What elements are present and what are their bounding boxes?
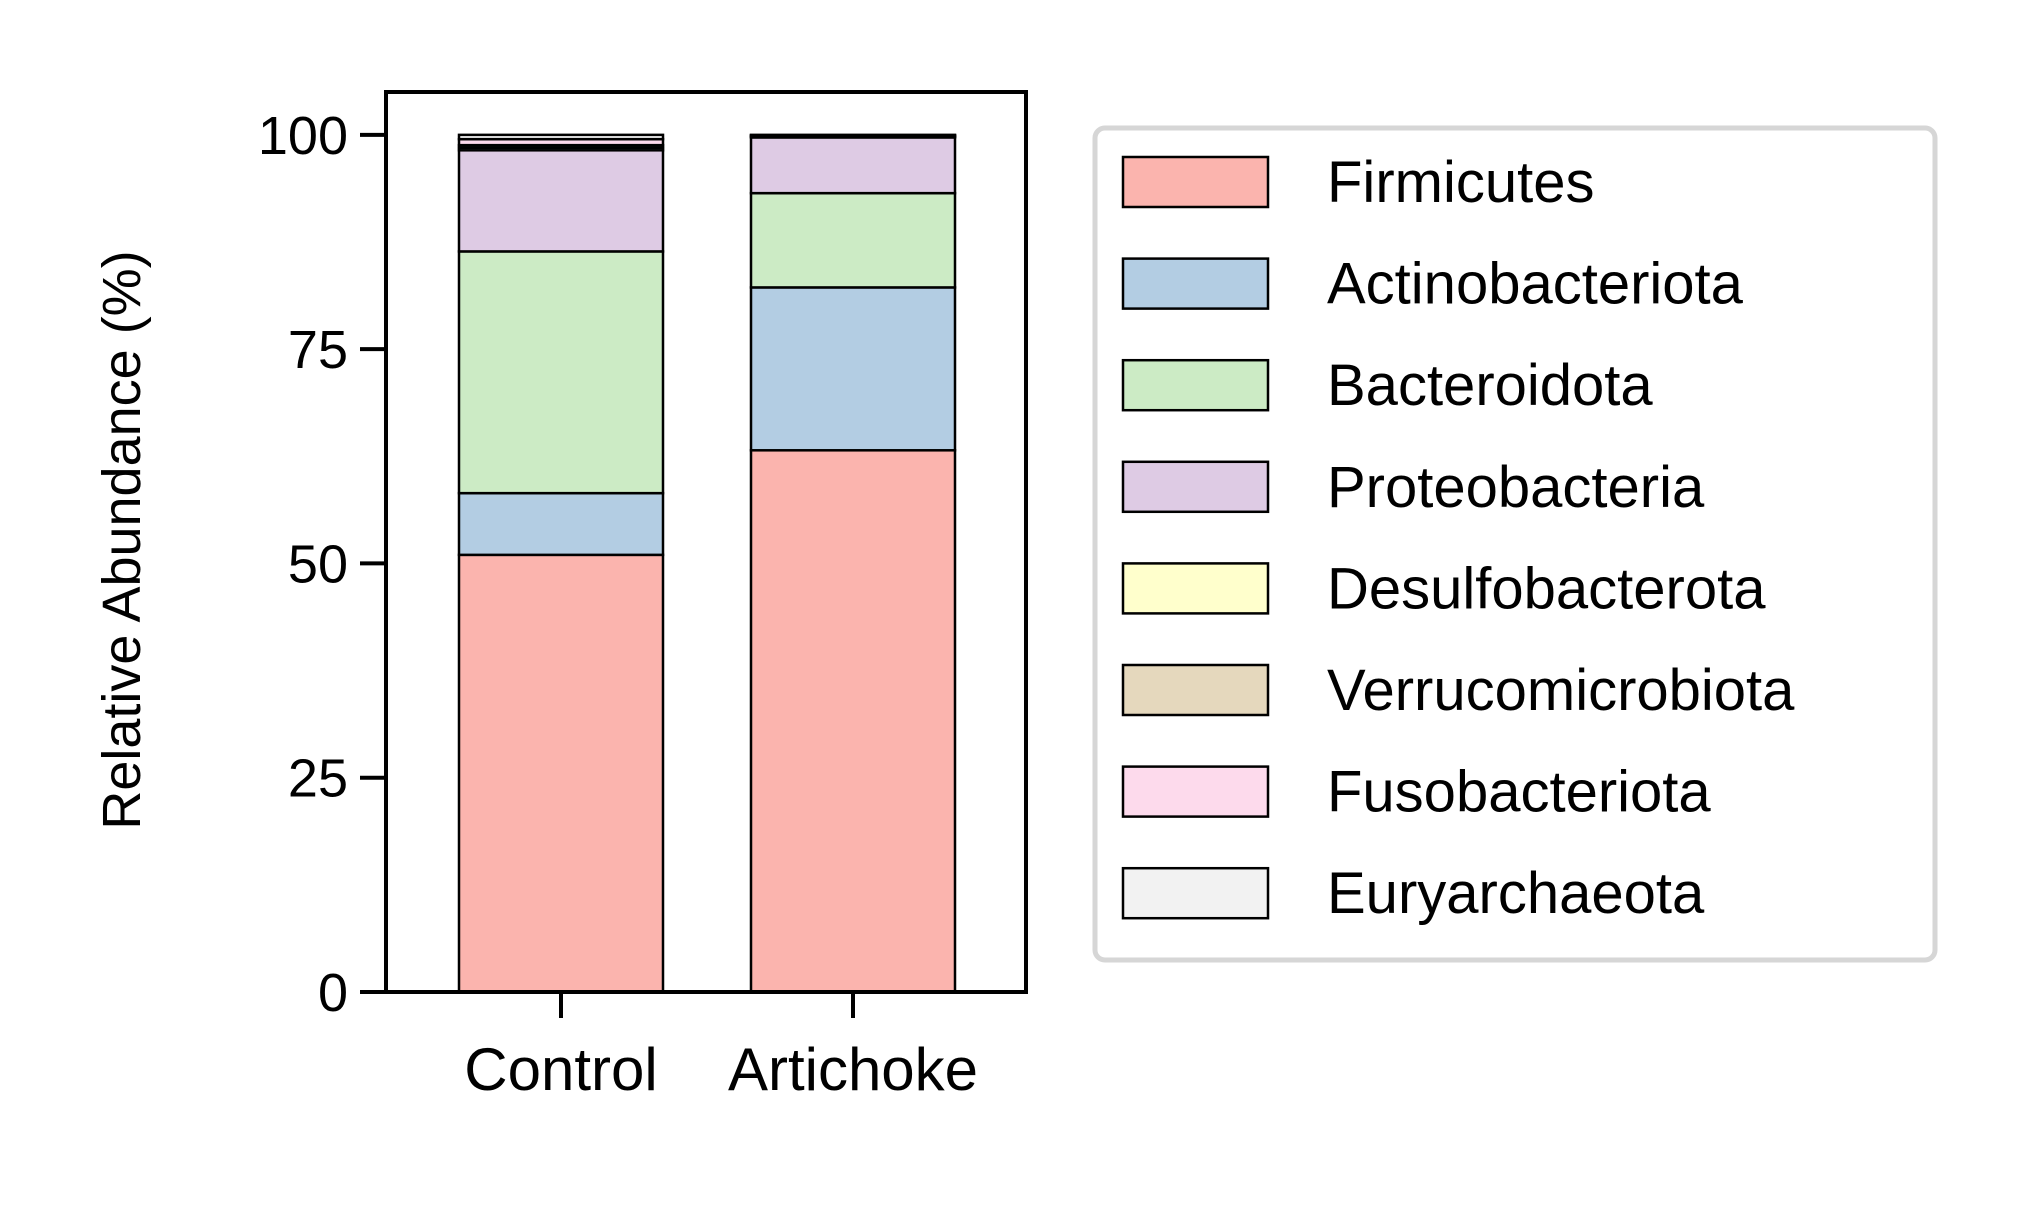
legend-label-actinobacteriota: Actinobacteriota bbox=[1327, 252, 1744, 317]
bar-segment-control-bacteroidota bbox=[459, 251, 663, 493]
bar-segment-artichoke-firmicutes bbox=[751, 450, 955, 992]
legend-label-bacteroidota: Bacteroidota bbox=[1327, 353, 1653, 418]
legend-label-fusobacteriota: Fusobacteriota bbox=[1327, 760, 1711, 825]
legend-label-firmicutes: Firmicutes bbox=[1327, 150, 1594, 215]
legend-swatch-proteobacteria bbox=[1123, 462, 1268, 512]
x-axis: Control Artichoke bbox=[464, 992, 978, 1103]
legend-swatch-verrucomicrobiota bbox=[1123, 665, 1268, 715]
legend-label-verrucomicrobiota: Verrucomicrobiota bbox=[1327, 658, 1795, 723]
bar-segment-control-actinobacteriota bbox=[459, 493, 663, 555]
bar-segment-control-euryarchaeota bbox=[459, 135, 663, 139]
legend-swatch-firmicutes bbox=[1123, 157, 1268, 207]
legend-label-proteobacteria: Proteobacteria bbox=[1327, 455, 1705, 520]
y-axis: 0 25 50 75 100 bbox=[258, 106, 386, 1023]
legend-swatch-fusobacteriota bbox=[1123, 767, 1268, 817]
x-tick-label: Artichoke bbox=[728, 1036, 978, 1103]
legend-swatch-desulfobacterota bbox=[1123, 563, 1268, 613]
bar-segment-control-proteobacteria bbox=[459, 150, 663, 251]
y-tick-label: 75 bbox=[288, 320, 348, 380]
y-axis-label: Relative Abundance (%) bbox=[92, 250, 152, 829]
y-tick-label: 25 bbox=[288, 749, 348, 809]
legend-swatch-bacteroidota bbox=[1123, 360, 1268, 410]
y-tick-label: 100 bbox=[258, 106, 348, 166]
bars-layer bbox=[459, 135, 955, 992]
bar-segment-artichoke-proteobacteria bbox=[751, 137, 955, 193]
legend-label-desulfobacterota: Desulfobacterota bbox=[1327, 556, 1766, 621]
legend-label-euryarchaeota: Euryarchaeota bbox=[1327, 861, 1705, 926]
bar-segment-control-firmicutes bbox=[459, 555, 663, 992]
bar-segment-artichoke-actinobacteriota bbox=[751, 287, 955, 450]
y-tick-label: 0 bbox=[318, 963, 348, 1023]
x-tick-label: Control bbox=[464, 1036, 657, 1103]
y-tick-label: 50 bbox=[288, 534, 348, 594]
bar-segment-artichoke-bacteroidota bbox=[751, 193, 955, 287]
legend-swatch-actinobacteriota bbox=[1123, 259, 1268, 309]
legend: Firmicutes Actinobacteriota Bacteroidota Pr… bbox=[1095, 128, 1935, 960]
legend-swatch-euryarchaeota bbox=[1123, 868, 1268, 918]
